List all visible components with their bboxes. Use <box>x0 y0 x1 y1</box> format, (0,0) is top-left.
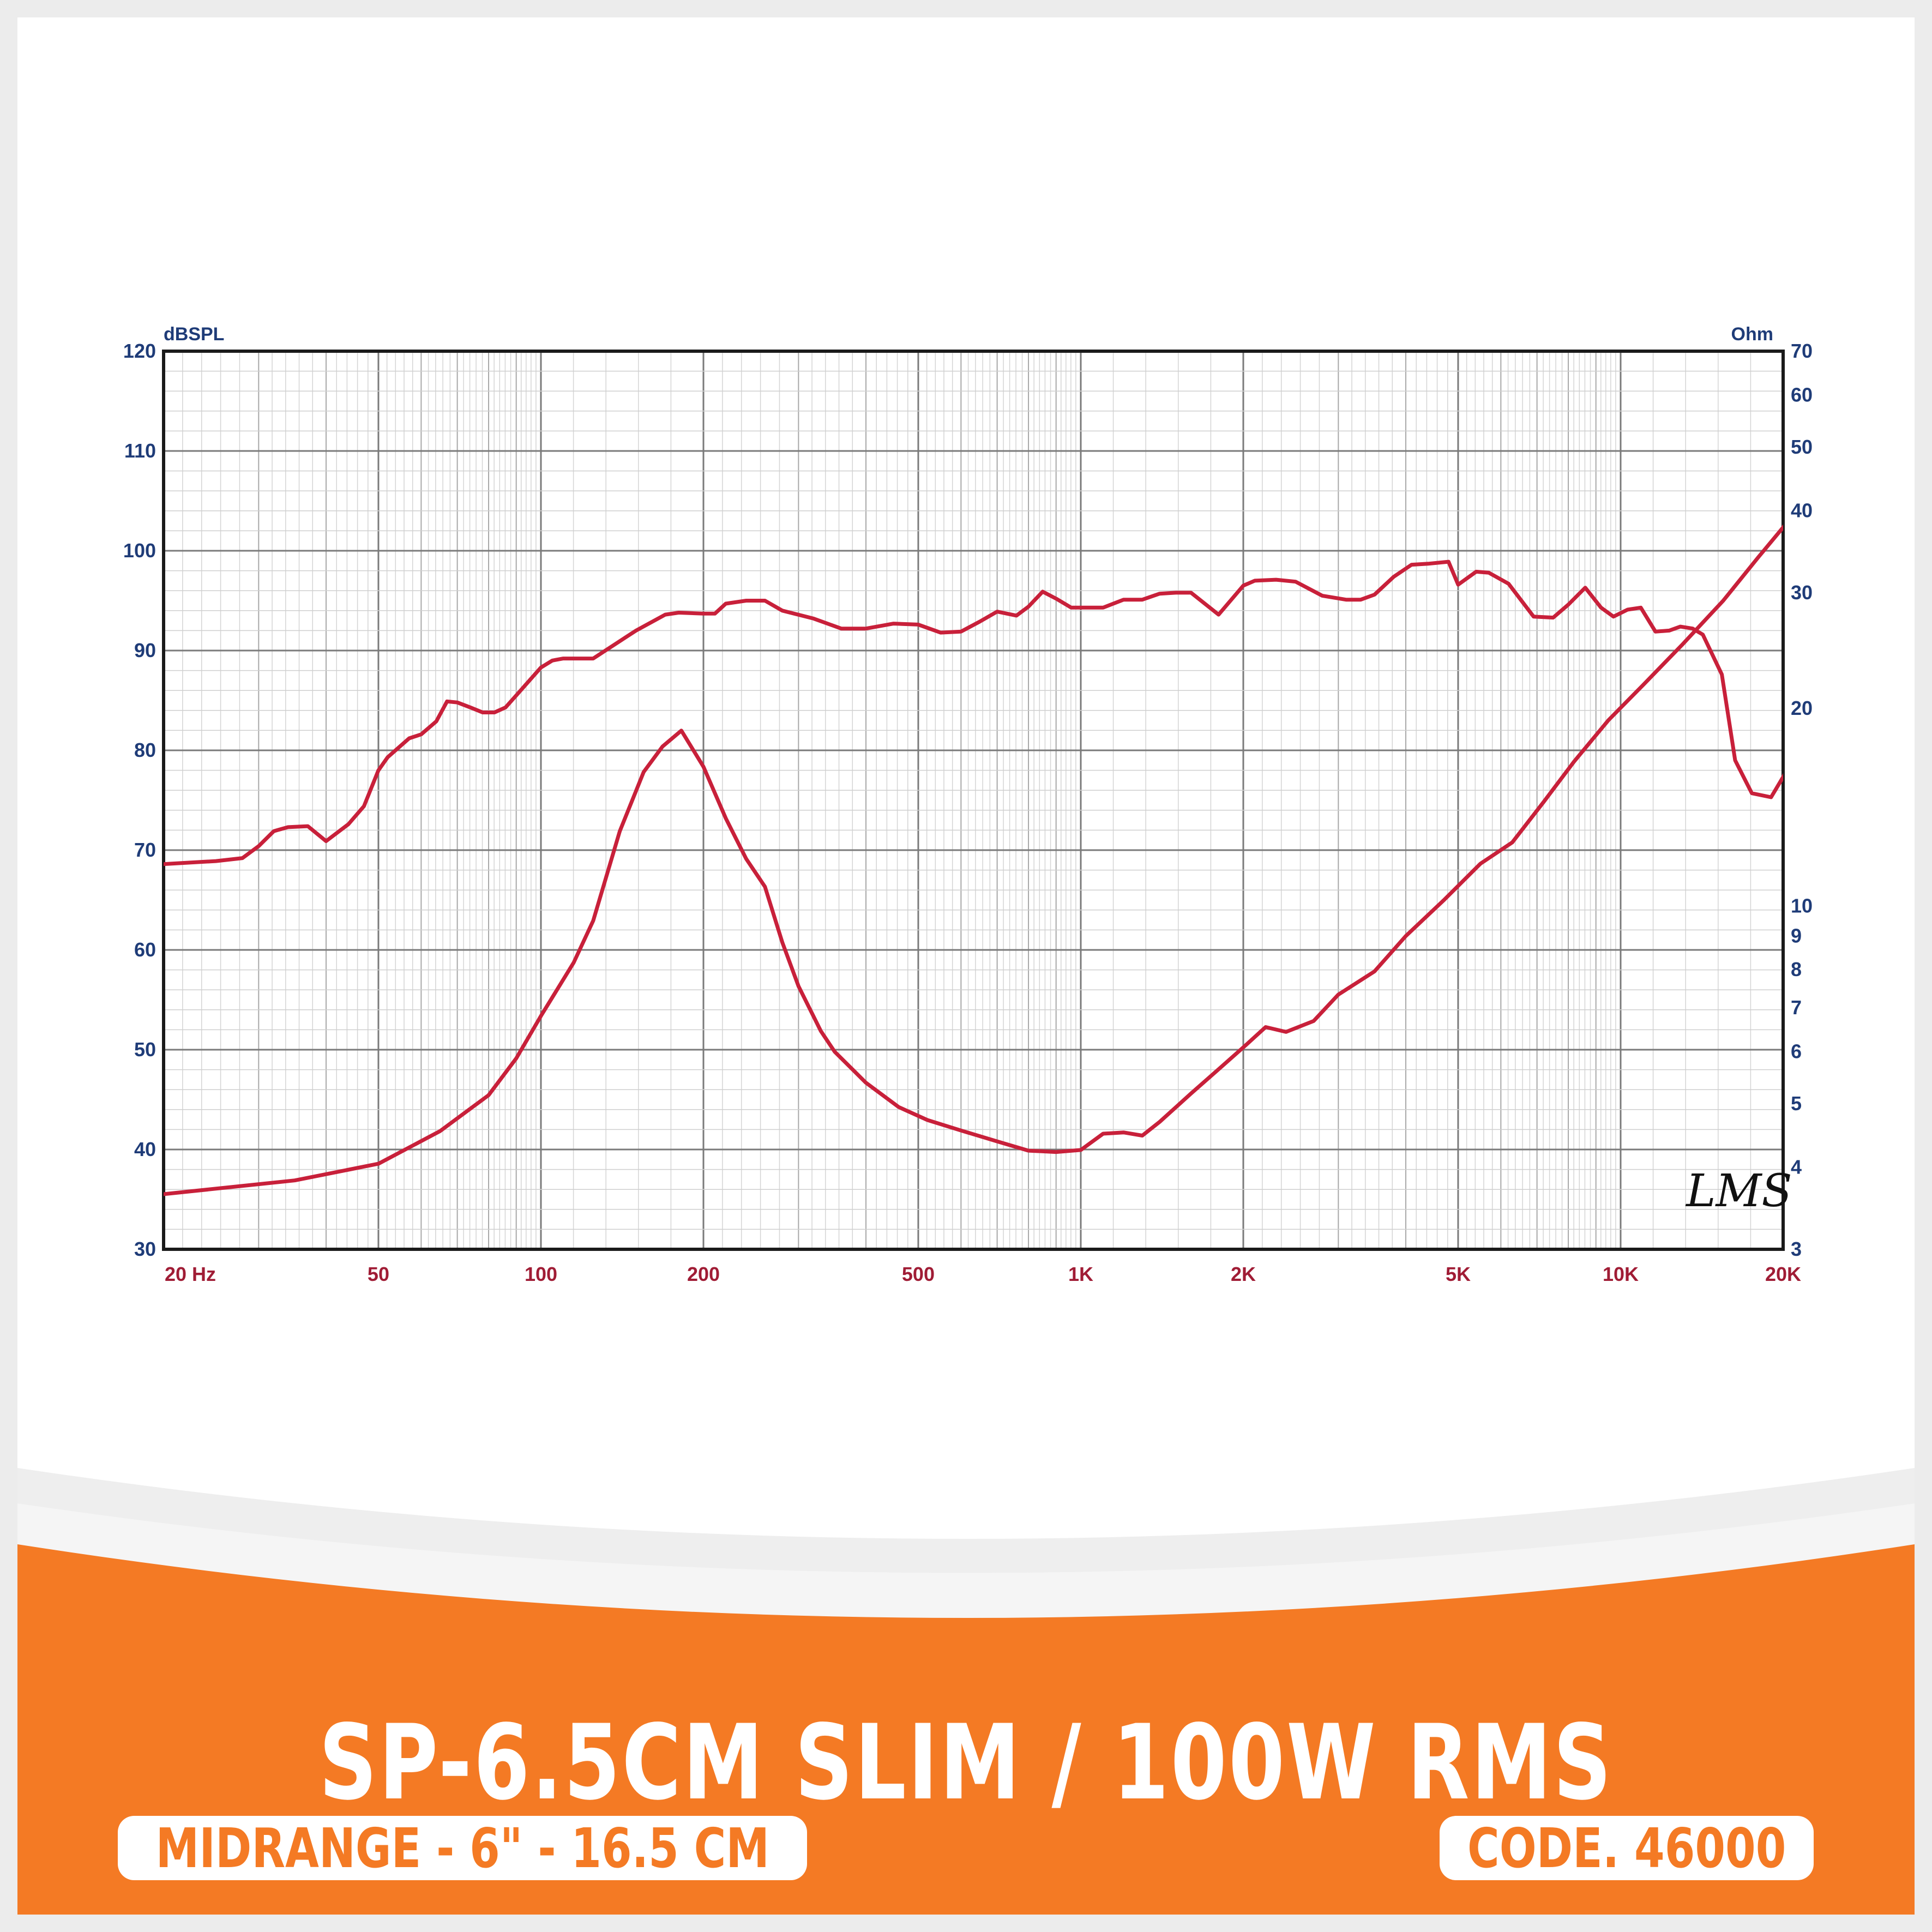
right-tick-label: 60 <box>1791 384 1813 406</box>
left-axis-unit: dBSPL <box>164 324 224 345</box>
spl-curve <box>164 559 1783 866</box>
left-tick-label: 90 <box>134 639 156 661</box>
left-tick-label: 70 <box>134 839 156 861</box>
right-tick-label: 40 <box>1791 499 1813 522</box>
left-tick-label: 110 <box>124 440 156 462</box>
right-tick-label: 9 <box>1791 925 1802 947</box>
left-tick-label: 80 <box>134 739 156 761</box>
left-axis-ticks: 30 40 50 60 70 80 90 100 110 120 <box>123 340 156 1260</box>
frequency-axis-ticks: 20 Hz 50 100 200 500 1K 2K 5K 10K 20K <box>165 1263 1801 1285</box>
left-tick-label: 40 <box>134 1138 156 1160</box>
left-tick-label: 50 <box>134 1038 156 1061</box>
product-title: SP-6.5CM SLIM / 100W RMS <box>318 1702 1614 1823</box>
right-tick-label: 4 <box>1791 1156 1802 1178</box>
plot-frame <box>162 350 1785 1251</box>
chart-grid <box>162 350 1784 1250</box>
frequency-tick-label: 20 Hz <box>165 1263 216 1285</box>
left-tick-label: 120 <box>123 340 156 362</box>
code-label: CODE. 46000 <box>1467 1816 1786 1880</box>
frequency-tick-label: 2K <box>1231 1263 1256 1285</box>
chart-curves <box>164 524 1783 1196</box>
product-card: dBSPL Ohm 30 40 50 60 70 80 90 100 110 120 3 4 5 6 7 8… <box>17 17 1915 1915</box>
right-tick-label: 50 <box>1791 436 1813 458</box>
code-badge: CODE. 46000 <box>1440 1816 1814 1880</box>
right-tick-label: 6 <box>1791 1040 1802 1063</box>
frequency-tick-label: 5K <box>1446 1263 1471 1285</box>
frequency-response-chart: dBSPL Ohm 30 40 50 60 70 80 90 100 110 120 3 4 5 6 7 8… <box>123 324 1813 1285</box>
type-badge: MIDRANGE - 6" - 16.5 CM <box>118 1816 807 1880</box>
left-tick-label: 60 <box>134 938 156 961</box>
right-axis-unit: Ohm <box>1731 324 1773 345</box>
frequency-tick-label: 200 <box>687 1263 720 1285</box>
lms-logo: LMS <box>1685 1165 1792 1217</box>
right-tick-label: 5 <box>1791 1092 1802 1115</box>
frequency-tick-label: 10K <box>1603 1263 1639 1285</box>
left-tick-label: 30 <box>134 1238 156 1260</box>
right-axis-ticks: 3 4 5 6 7 8 9 10 20 30 40 50 60 70 <box>1791 340 1813 1260</box>
left-tick-label: 100 <box>123 539 156 562</box>
right-tick-label: 7 <box>1791 996 1802 1019</box>
frequency-tick-label: 100 <box>525 1263 557 1285</box>
impedance-curve <box>164 524 1783 1196</box>
frequency-tick-label: 1K <box>1068 1263 1093 1285</box>
right-tick-label: 20 <box>1791 697 1813 719</box>
frequency-tick-label: 20K <box>1765 1263 1801 1285</box>
right-tick-label: 30 <box>1791 581 1813 604</box>
frequency-tick-label: 50 <box>368 1263 389 1285</box>
frequency-tick-label: 500 <box>902 1263 935 1285</box>
right-tick-label: 10 <box>1791 894 1813 917</box>
right-tick-label: 3 <box>1791 1238 1802 1260</box>
right-tick-label: 70 <box>1791 340 1813 362</box>
right-tick-label: 8 <box>1791 958 1802 980</box>
type-label: MIDRANGE - 6" - 16.5 CM <box>155 1816 769 1880</box>
